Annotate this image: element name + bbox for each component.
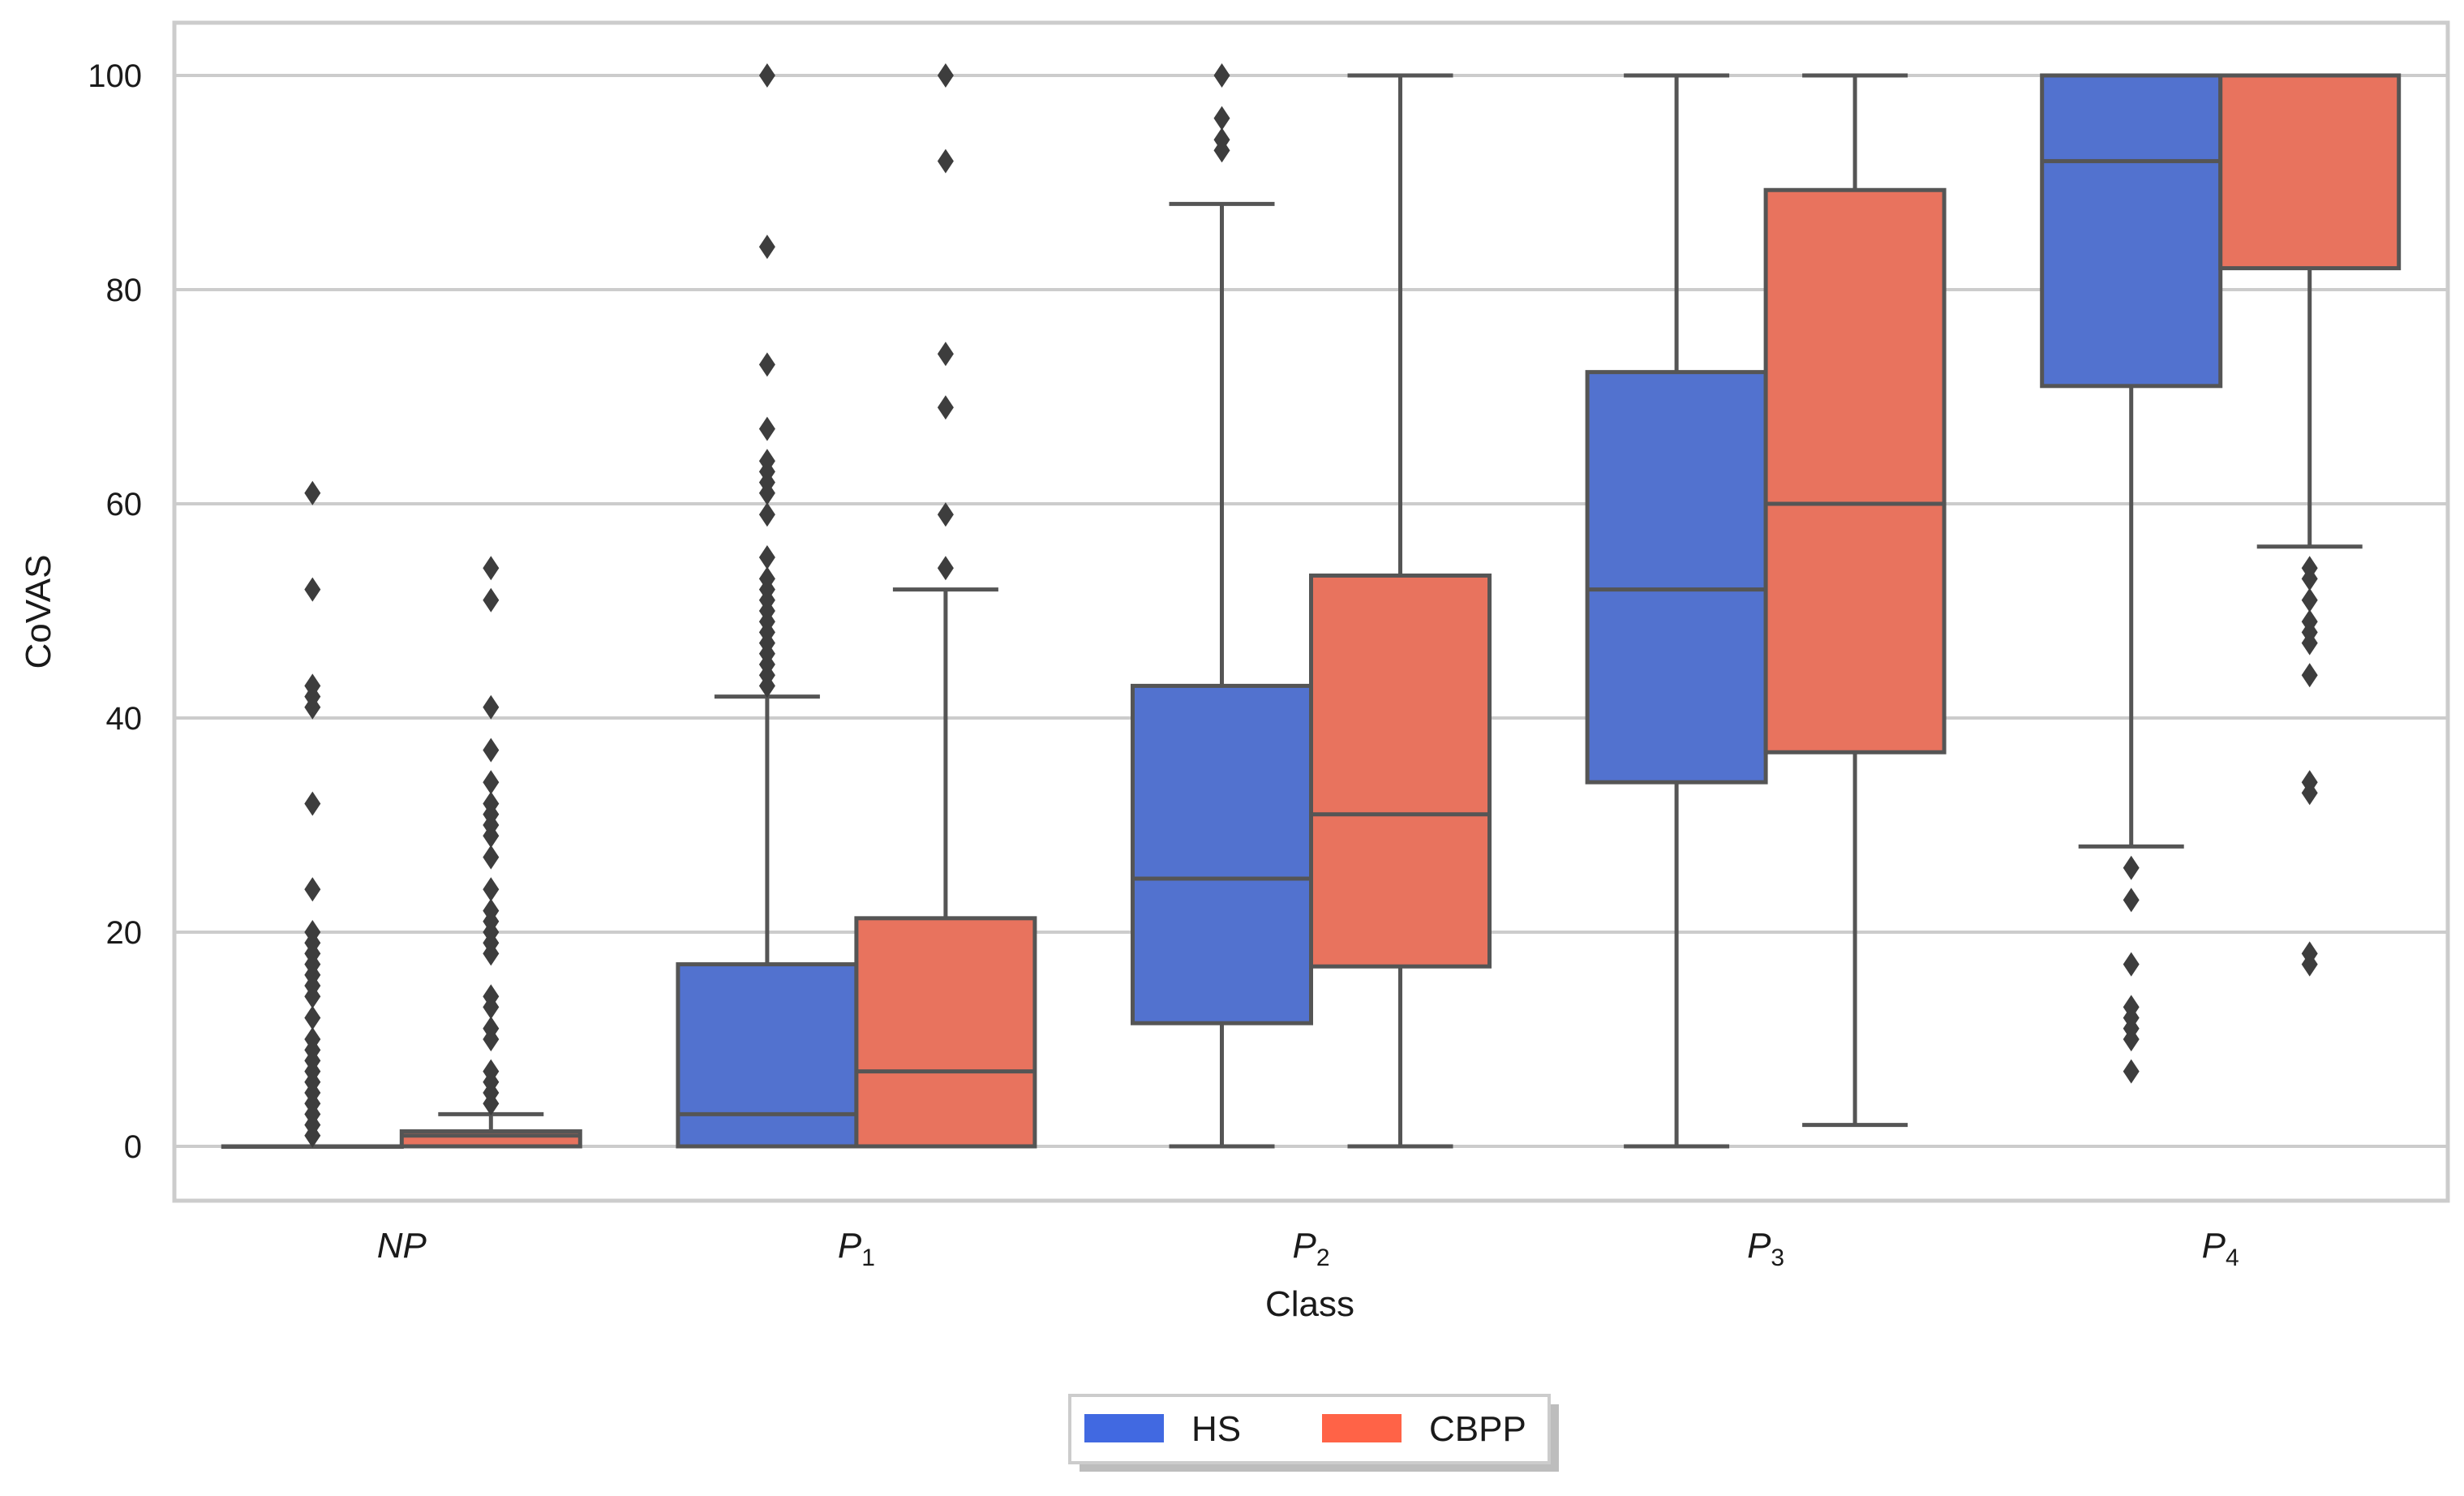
y-tick-label-60: 60 — [106, 487, 143, 522]
legend-swatch-cbpp — [1322, 1414, 1402, 1442]
box-cbpp-p4 — [2218, 73, 2402, 977]
outlier-point — [483, 1059, 500, 1084]
y-tick-label-0: 0 — [124, 1129, 142, 1165]
outlier-point — [2123, 855, 2140, 880]
outlier-point — [304, 480, 321, 505]
outlier-point — [758, 502, 775, 527]
box-iqr — [1763, 187, 1947, 754]
outlier-point — [758, 449, 775, 474]
outlier-point — [758, 234, 775, 260]
outlier-point — [937, 502, 954, 527]
outlier-point — [483, 737, 500, 763]
outlier-point — [937, 342, 954, 367]
legend-label-cbpp: CBPP — [1429, 1409, 1526, 1449]
y-axis-ticks: 0 20 40 60 80 100 — [88, 58, 142, 1165]
outlier-point — [483, 587, 500, 613]
y-tick-label-20: 20 — [106, 915, 143, 951]
outlier-point — [304, 791, 321, 816]
legend-swatch-hs — [1084, 1414, 1164, 1442]
outlier-point — [1213, 127, 1230, 153]
outlier-point — [483, 770, 500, 795]
box-iqr — [1131, 683, 1313, 1025]
category-subscript: 1 — [861, 1245, 875, 1271]
box-hs-np — [221, 480, 404, 1149]
box-hs-p3 — [1585, 73, 1768, 1149]
x-category-label-p4: P4 — [2202, 1226, 2239, 1271]
outlier-point — [304, 920, 321, 944]
outlier-point — [2301, 770, 2318, 795]
outlier-point — [758, 416, 775, 441]
outlier-point — [937, 395, 954, 420]
box-cbpp-np — [399, 556, 582, 1149]
outlier-point — [758, 352, 775, 377]
box-iqr — [1309, 573, 1492, 969]
category-base: P — [1292, 1226, 1316, 1266]
y-tick-label-100: 100 — [88, 58, 142, 94]
outlier-point — [2123, 888, 2140, 913]
category-subscript: 3 — [1771, 1245, 1784, 1271]
box-iqr — [2040, 73, 2223, 389]
outlier-point — [304, 577, 321, 602]
category-base: NP — [377, 1226, 427, 1266]
box-iqr — [2218, 73, 2402, 271]
outlier-point — [2123, 952, 2140, 977]
category-base: P — [1747, 1226, 1771, 1266]
box-cbpp-p3 — [1763, 73, 1947, 1128]
outlier-point — [758, 63, 775, 88]
outlier-point — [483, 556, 500, 581]
outlier-point — [483, 791, 500, 816]
category-subscript: 4 — [2226, 1245, 2239, 1271]
outlier-point — [483, 898, 500, 923]
y-tick-label-80: 80 — [106, 273, 143, 308]
outlier-point — [2123, 995, 2140, 1020]
outlier-point — [2301, 609, 2318, 634]
box-hs-p1 — [676, 63, 859, 1149]
box-iqr — [1585, 370, 1768, 785]
x-axis-label: Class — [1265, 1284, 1354, 1324]
box-iqr — [676, 962, 859, 1149]
category-subscript: 2 — [1316, 1245, 1330, 1271]
outlier-point — [2301, 587, 2318, 613]
x-category-label-p1: P1 — [838, 1226, 875, 1271]
y-axis-label: CoVAS — [19, 554, 58, 668]
outlier-point — [2301, 663, 2318, 688]
category-base: P — [838, 1226, 862, 1266]
category-base: P — [2202, 1226, 2226, 1266]
outlier-point — [304, 1027, 321, 1051]
legend: HS CBPP — [1068, 1394, 1559, 1472]
outlier-point — [758, 566, 775, 591]
box-cbpp-p2 — [1309, 73, 1492, 1149]
box-iqr — [854, 916, 1037, 1149]
outlier-point — [304, 877, 321, 902]
outlier-point — [1213, 105, 1230, 131]
outlier-point — [937, 63, 954, 88]
outlier-point — [304, 673, 321, 699]
x-category-label-p3: P3 — [1747, 1226, 1784, 1271]
outlier-point — [937, 556, 954, 581]
outlier-point — [758, 545, 775, 570]
outlier-point — [483, 1016, 500, 1041]
outlier-point — [483, 877, 500, 902]
x-axis-category-labels: NP P1 P2 P3 P4 — [377, 1226, 2239, 1271]
outlier-point — [483, 984, 500, 1009]
x-category-label-np: NP — [377, 1226, 427, 1266]
box-series — [221, 63, 2402, 1149]
outlier-point — [304, 1005, 321, 1030]
outlier-point — [1213, 63, 1230, 88]
outlier-point — [937, 148, 954, 174]
y-tick-label-40: 40 — [106, 701, 143, 737]
legend-label-hs: HS — [1191, 1409, 1241, 1449]
outlier-point — [2301, 556, 2318, 581]
outlier-point — [2301, 941, 2318, 966]
plot-frame — [172, 20, 2450, 1203]
outlier-point — [483, 845, 500, 870]
box-iqr — [399, 1129, 582, 1149]
outlier-point — [2123, 1059, 2140, 1084]
box-cbpp-p1 — [854, 63, 1037, 1149]
box-hs-p2 — [1131, 63, 1313, 1149]
x-category-label-p2: P2 — [1292, 1226, 1329, 1271]
outlier-point — [483, 694, 500, 720]
